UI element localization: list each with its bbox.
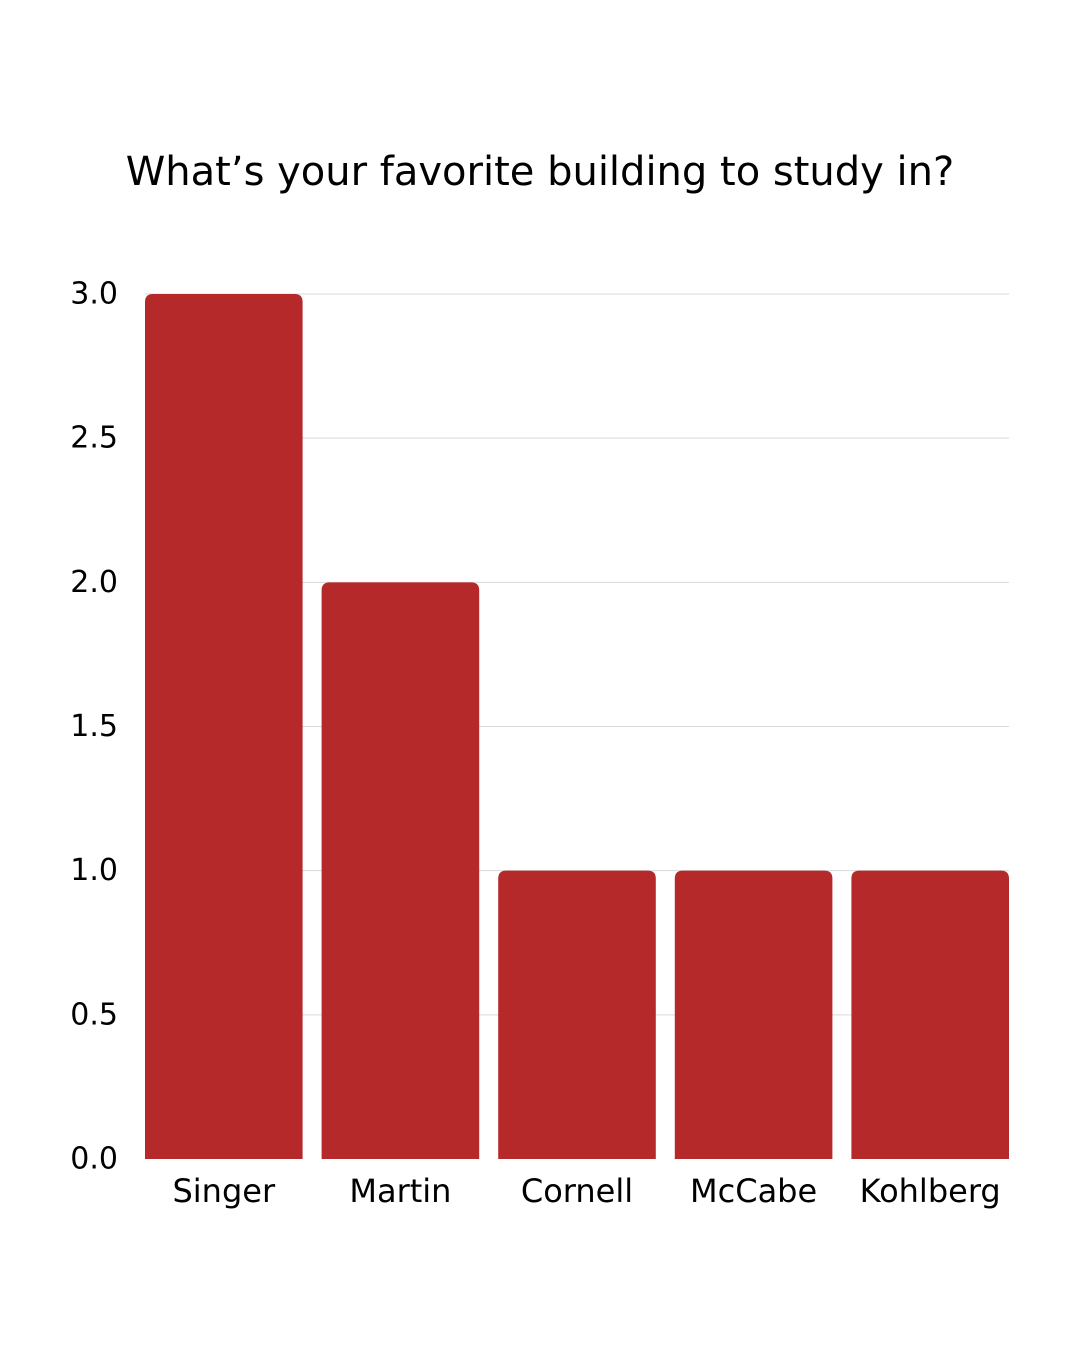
bar-martin	[321, 582, 480, 1159]
y-tick-label: 2.0	[70, 565, 118, 600]
bar-mccabe	[674, 870, 833, 1159]
y-tick-label: 2.5	[70, 421, 118, 456]
bars	[145, 294, 1009, 1159]
x-category-label: McCabe	[690, 1172, 817, 1210]
x-axis-labels: Singer Martin Cornell McCabe Kohlberg	[172, 1172, 1000, 1210]
x-category-label: Kohlberg	[860, 1172, 1001, 1210]
y-tick-label: 0.0	[70, 1142, 118, 1177]
y-tick-label: 1.5	[70, 709, 118, 744]
x-category-label: Martin	[349, 1172, 451, 1210]
bar-cornell	[498, 870, 656, 1159]
chart-title: What’s your favorite building to study i…	[125, 149, 955, 195]
bar-kohlberg	[851, 870, 1009, 1159]
y-tick-label: 3.0	[70, 277, 118, 312]
y-tick-label: 0.5	[70, 997, 118, 1032]
y-axis-ticks: 0.0 0.5 1.0 1.5 2.0 2.5 3.0	[70, 277, 118, 1177]
x-category-label: Cornell	[521, 1172, 633, 1210]
x-category-label: Singer	[172, 1172, 275, 1210]
y-tick-label: 1.0	[70, 853, 118, 888]
bar-singer	[145, 294, 303, 1159]
